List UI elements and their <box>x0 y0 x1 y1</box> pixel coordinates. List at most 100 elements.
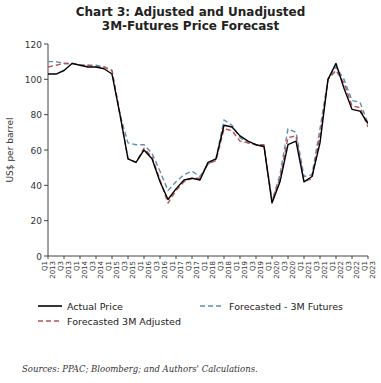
y-tick <box>44 256 48 257</box>
x-tick-label-line: Q3 <box>57 261 65 271</box>
x-tick-label-line: 2018 <box>225 261 233 279</box>
x-tick-label-line: 2015 <box>113 261 121 279</box>
x-tick-label: Q12017 <box>169 261 185 279</box>
y-tick-label: 0 <box>36 252 42 262</box>
legend-label: Actual Price <box>67 301 123 312</box>
x-tick <box>112 256 113 259</box>
legend-label: Forecasted 3M Adjusted <box>67 316 181 327</box>
x-tick <box>288 256 289 259</box>
x-tick-label-line: 2014 <box>97 260 105 278</box>
x-tick <box>256 256 257 259</box>
x-tick-label: Q12015 <box>105 261 121 279</box>
y-tick <box>44 185 48 186</box>
x-tick-label-line: Q1 <box>137 261 145 271</box>
x-tick-label-line: Q1 <box>73 261 81 271</box>
title: Chart 3: Adjusted and Unadjusted3M-Futur… <box>76 5 306 33</box>
x-tick-label: Q32018 <box>217 261 233 279</box>
legend-item: Forecasted 3M Adjusted <box>38 316 181 327</box>
x-tick-label-line: Q3 <box>89 261 97 271</box>
y-tick <box>44 150 48 151</box>
x-tick-label-line: 2013 <box>49 261 57 279</box>
x-tick-label: Q32021 <box>313 261 329 279</box>
series-line <box>48 62 368 202</box>
legend-swatch <box>200 305 224 307</box>
x-tick-label-line: Q3 <box>281 261 289 271</box>
x-tick-label-line: Q1 <box>297 261 305 271</box>
x-tick-label-line: 2022 <box>353 261 361 279</box>
x-tick-label: Q32016 <box>153 260 169 278</box>
x-tick-label: Q12021 <box>297 261 313 279</box>
x-tick-label-line: 2014 <box>81 260 89 278</box>
x-tick-label-line: 2017 <box>177 261 185 279</box>
x-tick-label-line: 2013 <box>65 261 73 279</box>
x-tick-label-line: Q3 <box>313 261 321 271</box>
x-tick-label-line: 2020 <box>289 261 297 279</box>
x-tick-label-line: Q3 <box>121 261 129 271</box>
x-tick <box>336 256 337 259</box>
x-tick-label: Q12023 <box>361 261 377 279</box>
y-tick-label: 40 <box>31 181 43 191</box>
y-axis-label: US$ per barrel <box>5 117 15 182</box>
x-tick-label-line: Q3 <box>345 261 353 271</box>
y-tick-label: 20 <box>31 216 43 226</box>
y-tick <box>44 220 48 221</box>
y-tick <box>44 44 48 45</box>
x-tick <box>240 256 241 259</box>
series-line <box>48 63 368 203</box>
x-tick-label-line: Q1 <box>233 261 241 271</box>
x-tick-label-line: Q3 <box>153 261 161 271</box>
x-tick-label: Q32020 <box>281 261 297 279</box>
x-tick-label-line: 2019 <box>257 261 265 279</box>
y-tick-label: 80 <box>31 110 43 120</box>
x-tick-label-line: Q3 <box>249 261 257 271</box>
legend-item: Actual Price <box>38 301 123 312</box>
legend: Actual Price Forecasted - 3M Futures Forec… <box>38 301 343 327</box>
y-tick <box>44 79 48 80</box>
legend-item: Forecasted - 3M Futures <box>200 301 343 312</box>
x-tick-label: Q12019 <box>233 261 249 279</box>
title-line: Chart 3: Adjusted and Unadjusted <box>76 5 306 19</box>
x-tick <box>64 256 65 259</box>
y-tick-label: 60 <box>31 146 43 156</box>
chart: Chart 3: Adjusted and Unadjusted3M-Futur… <box>0 0 381 383</box>
x-tick <box>176 256 177 259</box>
x-tick-label-line: 2022 <box>337 261 345 279</box>
x-tick-label-line: 2018 <box>209 261 217 279</box>
x-tick-label-line: 2017 <box>193 261 201 279</box>
x-tick <box>352 256 353 259</box>
x-tick-label: Q12018 <box>201 261 217 279</box>
x-tick <box>208 256 209 259</box>
y-tick-label: 100 <box>25 75 42 85</box>
x-tick <box>48 256 49 259</box>
x-tick-label-line: 2019 <box>241 261 249 279</box>
x-tick <box>144 256 145 259</box>
x-tick-label-line: 2020 <box>273 261 281 279</box>
x-tick <box>80 256 81 259</box>
x-tick-label: Q32019 <box>249 261 265 279</box>
series-line <box>48 63 368 203</box>
legend-swatch <box>38 320 62 322</box>
x-tick <box>96 256 97 259</box>
x-tick-label-line: 2021 <box>305 261 313 279</box>
source-note: Sources: PPAC; Bloomberg; and Authors' C… <box>22 364 258 374</box>
x-tick <box>304 256 305 259</box>
x-tick-label-line: Q1 <box>105 261 113 271</box>
x-tick-label: Q12013 <box>41 261 57 279</box>
x-tick-label: Q32017 <box>185 261 201 279</box>
x-tick-label: Q32022 <box>345 261 361 279</box>
x-tick-label-line: 2015 <box>129 261 137 279</box>
x-tick-label: Q32013 <box>57 261 73 279</box>
x-tick-label: Q12020 <box>265 261 281 279</box>
x-tick-label-line: Q1 <box>329 261 337 271</box>
x-tick-label-line: 2023 <box>369 261 377 279</box>
x-tick-label-line: Q1 <box>41 261 49 271</box>
x-tick-label-line: Q1 <box>201 261 209 271</box>
x-tick <box>128 256 129 259</box>
plot-area <box>48 62 368 203</box>
x-tick <box>368 256 369 259</box>
title-line: 3M-Futures Price Forecast <box>102 19 280 33</box>
x-tick-label: Q32014 <box>89 260 105 278</box>
x-tick-label-line: 2021 <box>321 261 329 279</box>
y-tick <box>44 114 48 115</box>
x-tick-label-line: Q1 <box>169 261 177 271</box>
